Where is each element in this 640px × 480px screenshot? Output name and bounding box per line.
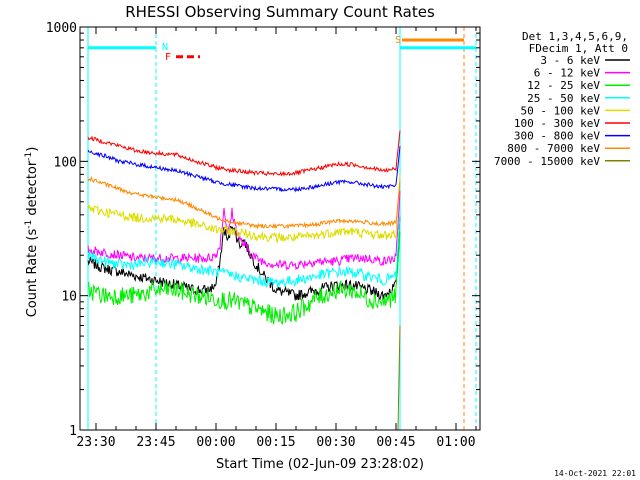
series-layer xyxy=(87,130,401,431)
x-tick-label: 00:45 xyxy=(376,435,415,450)
series-line-0 xyxy=(87,214,401,301)
x-tick-label: 01:00 xyxy=(436,435,475,450)
y-axis-label-end: ) xyxy=(25,147,40,152)
legend-label: 7000 - 15000 keV xyxy=(494,155,600,168)
chart-title: RHESSI Observing Summary Count Rates xyxy=(125,3,435,21)
series-line-1 xyxy=(87,191,401,271)
series-line-2 xyxy=(87,231,401,325)
y-axis-label-sup2: -1 xyxy=(24,152,34,161)
legend-header-line-1: Det 1,3,4,5,6,9, xyxy=(522,30,628,43)
y-tick-label: 10 xyxy=(61,290,77,305)
flare-flag-label: F xyxy=(165,52,171,63)
saa-flag-label: S xyxy=(395,35,401,46)
legend-header-line-2: FDecim 1, Att 0 xyxy=(529,42,628,55)
annotation-layer: NF S xyxy=(87,27,477,430)
footer-date: 14-Oct-2021 22:01 xyxy=(554,469,636,478)
series-line-5 xyxy=(87,130,401,178)
legend-label: 12 - 25 keV xyxy=(527,79,600,92)
x-tick-label: 00:30 xyxy=(316,435,355,450)
y-axis-label: Count Rate (s-1 detector-1) xyxy=(24,147,40,318)
ticks-layer: 23:30 23:45 00:00 00:15 00:30 00:45 01:00 1 10 10… xyxy=(46,21,480,450)
y-axis-label-sup1: -1 xyxy=(24,220,34,229)
plot-area: NF S 23:30 23:45 00:00 00:15 00:30 00:45 01:00 1… xyxy=(46,21,481,450)
series-line-8 xyxy=(397,325,401,431)
legend-label: 3 - 6 keV xyxy=(540,54,600,67)
y-tick-label: 1000 xyxy=(46,21,77,36)
x-tick-label: 23:30 xyxy=(76,435,115,450)
plot-frame xyxy=(79,26,481,431)
series-line-6 xyxy=(87,145,401,193)
x-axis-label: Start Time (02-Jun-09 23:28:02) xyxy=(216,457,424,472)
y-tick-label: 1 xyxy=(69,424,77,439)
x-tick-label: 23:45 xyxy=(136,435,175,450)
legend: Det 1,3,4,5,6,9, FDecim 1, Att 0 3 - 6 k… xyxy=(494,30,630,168)
series-line-7 xyxy=(87,175,401,230)
legend-label: 300 - 800 keV xyxy=(514,130,600,143)
y-tick-label: 100 xyxy=(54,155,77,170)
legend-label: 25 - 50 keV xyxy=(527,92,600,105)
series-line-3 xyxy=(87,214,401,289)
x-tick-label: 00:15 xyxy=(256,435,295,450)
night-flag-label: N xyxy=(162,42,168,53)
series-line-4 xyxy=(87,174,401,244)
legend-label: 100 - 300 keV xyxy=(514,117,600,130)
legend-label: 50 - 100 keV xyxy=(521,104,601,117)
legend-label: 6 - 12 keV xyxy=(534,67,601,80)
x-tick-label: 00:00 xyxy=(196,435,235,450)
legend-label: 800 - 7000 keV xyxy=(507,142,600,155)
y-axis-label-mid: detector xyxy=(25,160,40,220)
y-axis-label-main: Count Rate (s xyxy=(25,229,40,318)
